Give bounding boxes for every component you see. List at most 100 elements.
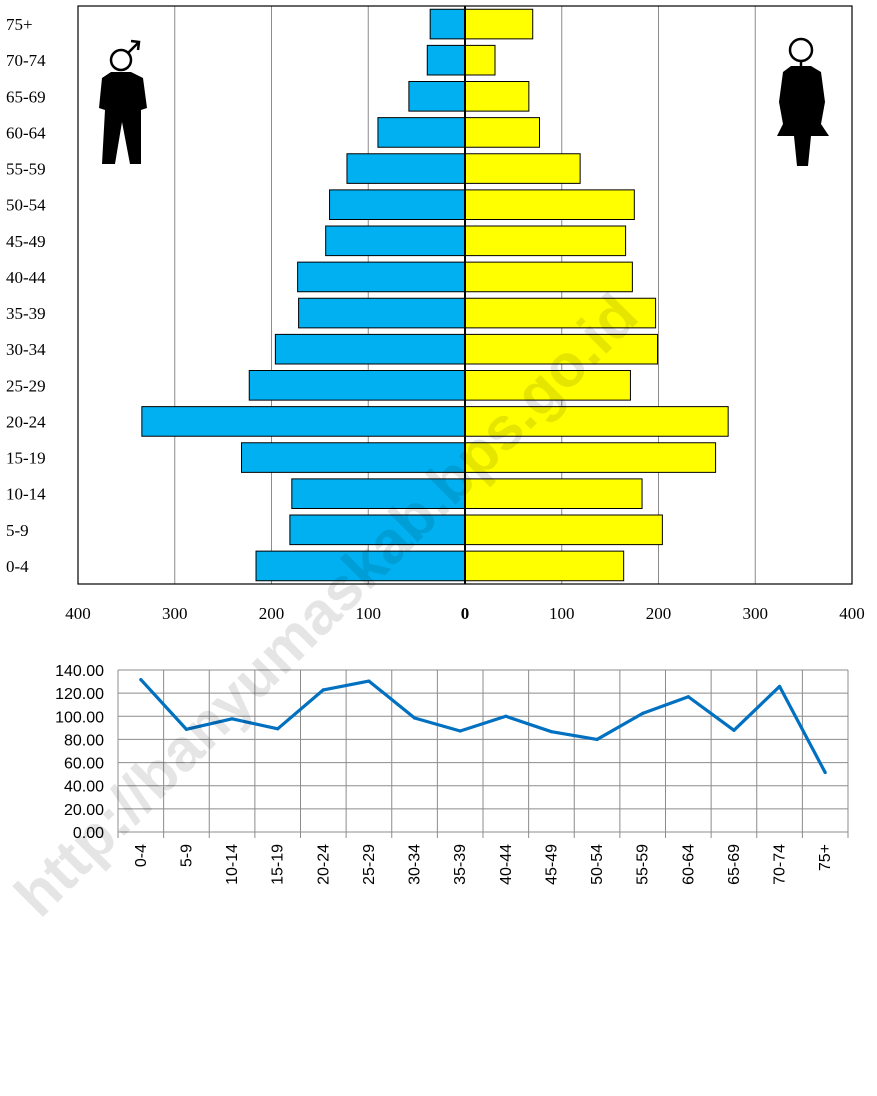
y-tick-label: 30-34 [6, 340, 46, 359]
x-tick-label: 15-19 [270, 844, 287, 885]
x-tick-label: 5-9 [178, 844, 195, 867]
bar-male-55-59 [346, 153, 466, 184]
bar-male-45-49 [325, 225, 466, 257]
bar-female-60-64 [464, 117, 540, 148]
y-tick-label: 140.00 [55, 663, 104, 680]
bar-female-5-9 [464, 514, 663, 546]
x-tick-label: 0-4 [133, 844, 150, 867]
data-point-15-19 [276, 727, 280, 731]
y-tick-label: 35-39 [6, 304, 46, 323]
bar-female-65-69 [464, 81, 530, 112]
y-tick-label: 20.00 [64, 802, 104, 819]
bar-female-45-49 [464, 225, 627, 257]
x-tick-label: 25-29 [361, 844, 378, 885]
bar-male-15-19 [241, 442, 466, 473]
data-point-55-59 [641, 711, 645, 715]
x-tick-label: 40-44 [498, 844, 515, 885]
y-tick-label: 100.00 [55, 709, 104, 726]
y-tick-label: 70-74 [6, 51, 46, 70]
bar-male-65-69 [408, 81, 466, 112]
y-tick-label: 10-14 [6, 485, 46, 504]
bar-female-15-19 [464, 442, 717, 473]
bar-female-50-54 [464, 189, 635, 220]
x-tick-label: 300 [743, 604, 769, 623]
y-tick-label: 60-64 [6, 123, 46, 142]
y-tick-label: 40-44 [6, 268, 46, 287]
bar-female-25-29 [464, 370, 631, 401]
x-tick-label: 45-49 [543, 844, 560, 885]
data-point-40-44 [504, 714, 508, 718]
bar-male-35-39 [298, 297, 466, 329]
x-tick-label: 20-24 [315, 844, 332, 885]
data-point-10-14 [230, 717, 234, 721]
bar-male-75+ [429, 8, 466, 40]
y-tick-label: 55-59 [6, 160, 46, 179]
y-tick-label: 50-54 [6, 196, 46, 215]
data-point-5-9 [184, 727, 189, 731]
y-tick-label: 120.00 [55, 686, 104, 703]
x-tick-label: 0 [461, 604, 470, 623]
bar-male-20-24 [141, 406, 466, 437]
y-tick-label: 25-29 [6, 376, 46, 395]
y-tick-label: 0-4 [6, 557, 29, 576]
x-tick-label: 35-39 [452, 844, 469, 885]
x-tick-label: 30-34 [407, 844, 424, 885]
x-tick-label: 200 [646, 604, 672, 623]
x-tick-label: 75+ [817, 844, 834, 871]
x-tick-label: 200 [259, 604, 285, 623]
y-tick-label: 80.00 [64, 732, 104, 749]
population-pyramid-chart: 0-4 5-9 10-14 15-19 20-24 25-29 30-34 35-39 40-4… [6, 5, 865, 623]
bar-male-40-44 [297, 261, 466, 293]
y-tick-label: 5-9 [6, 521, 29, 540]
data-point-75+ [823, 770, 827, 775]
y-tick-label: 0.00 [73, 825, 104, 842]
x-tick-label: 60-64 [680, 844, 697, 885]
y-tick-label: 40.00 [64, 779, 104, 796]
x-tick-label: 400 [65, 604, 91, 623]
bar-female-10-14 [464, 478, 643, 509]
data-point-0-4 [139, 678, 143, 682]
x-tick-label: 55-59 [635, 844, 652, 885]
bar-male-60-64 [377, 117, 466, 148]
data-point-20-24 [321, 688, 325, 692]
bar-female-55-59 [464, 153, 581, 184]
x-tick-label: 70-74 [772, 844, 789, 885]
data-point-50-54 [595, 737, 599, 742]
data-point-30-34 [412, 716, 417, 720]
bar-male-25-29 [248, 370, 466, 401]
x-tick-label: 65-69 [726, 844, 743, 885]
bar-female-70-74 [464, 44, 496, 76]
y-tick-label: 15-19 [6, 449, 46, 468]
bar-female-75+ [464, 8, 534, 40]
sex-ratio-line-chart: 0.00 20.00 40.00 60.00 80.00 100.00 120.00 140.… [55, 663, 849, 885]
bar-female-35-39 [464, 297, 657, 329]
sex-ratio-line [139, 678, 827, 774]
y-tick-label: 75+ [6, 15, 33, 34]
data-point-35-39 [458, 729, 462, 733]
data-point-45-49 [549, 730, 554, 734]
bar-male-0-4 [255, 550, 466, 582]
bar-male-10-14 [291, 478, 466, 509]
data-point-65-69 [732, 728, 736, 732]
x-tick-label: 400 [839, 604, 865, 623]
y-tick-label: 20-24 [6, 412, 46, 431]
data-point-60-64 [686, 695, 690, 699]
y-tick-label: 45-49 [6, 232, 46, 251]
female-symbol-icon [777, 37, 829, 166]
x-tick-label: 100 [549, 604, 575, 623]
bar-female-0-4 [464, 550, 625, 582]
bar-male-70-74 [426, 44, 466, 76]
x-tick-label: 50-54 [589, 844, 606, 885]
bar-male-30-34 [274, 333, 466, 365]
bar-male-5-9 [289, 514, 466, 546]
y-tick-label: 60.00 [64, 756, 104, 773]
bar-female-40-44 [464, 261, 633, 293]
x-tick-label: 100 [356, 604, 382, 623]
x-tick-label: 10-14 [224, 844, 241, 885]
male-symbol-icon [99, 39, 147, 164]
data-point-70-74 [777, 684, 782, 689]
data-point-25-29 [367, 679, 371, 683]
x-tick-label: 300 [162, 604, 188, 623]
bar-male-50-54 [329, 189, 466, 220]
